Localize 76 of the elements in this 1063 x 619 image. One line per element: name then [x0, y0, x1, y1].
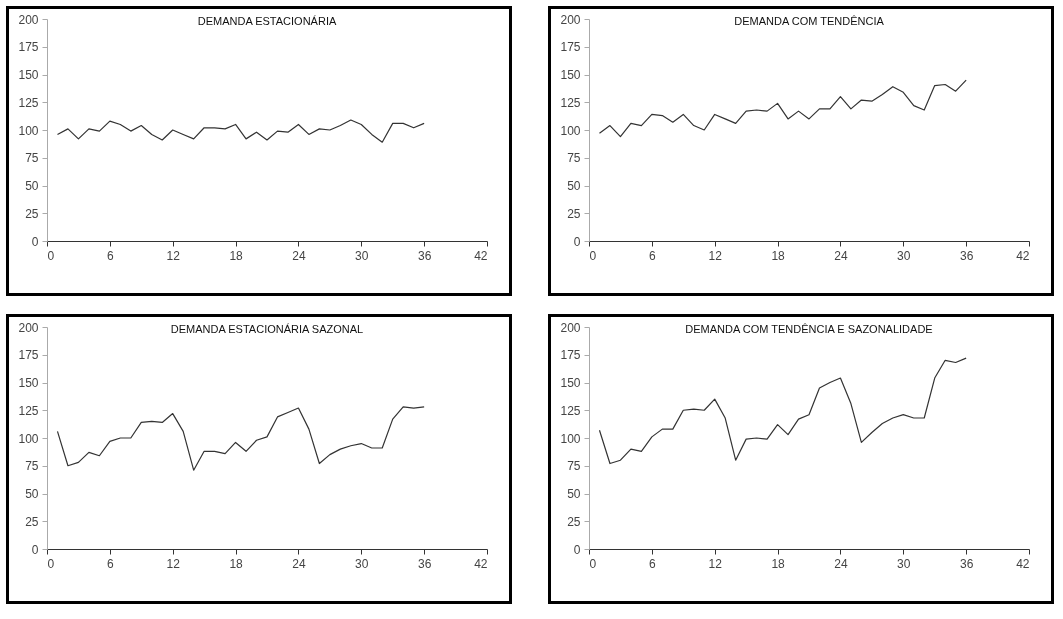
y-tick-label: 175 — [560, 348, 581, 363]
y-tick-label: 50 — [25, 487, 39, 501]
chart-title: DEMANDA COM TENDÊNCIA — [734, 15, 885, 27]
y-tick-label: 200 — [18, 320, 39, 335]
line-series — [598, 79, 967, 138]
y-tick-label: 125 — [18, 95, 39, 110]
x-tick-label: 0 — [589, 248, 597, 263]
y-tick-label: 150 — [560, 376, 581, 390]
x-tick-label: 18 — [771, 248, 786, 263]
y-tick-label: 150 — [18, 68, 39, 82]
x-tick-label: 12 — [166, 248, 181, 263]
x-tick-label: 0 — [589, 556, 597, 571]
chart-title: DEMANDA ESTACIONÁRIA — [197, 15, 337, 27]
line-series — [56, 406, 425, 471]
line-series — [56, 119, 425, 143]
y-tick-label: 75 — [567, 459, 581, 474]
y-tick-label: 150 — [560, 68, 581, 82]
y-tick-label: 0 — [31, 234, 39, 249]
chart-title: DEMANDA ESTACIONÁRIA SAZONAL — [170, 323, 364, 335]
y-tick-label: 125 — [560, 95, 581, 110]
y-tick-label: 25 — [25, 206, 39, 221]
x-tick-label: 36 — [417, 248, 432, 263]
y-tick-label: 175 — [18, 348, 39, 363]
x-tick-label: 0 — [47, 556, 55, 571]
y-tick-label: 200 — [18, 12, 39, 27]
y-tick-label: 200 — [560, 320, 581, 335]
y-tick-label: 175 — [560, 40, 581, 55]
y-tick-label: 50 — [567, 487, 581, 501]
x-tick-label: 18 — [229, 556, 244, 571]
x-tick-label: 6 — [107, 248, 115, 263]
x-tick-label: 30 — [897, 248, 911, 263]
x-tick-label: 12 — [166, 556, 181, 571]
y-tick-label: 175 — [18, 40, 39, 55]
y-tick-label: 25 — [25, 514, 39, 529]
chart-title: DEMANDA COM TENDÊNCIA E SAZONALIDADE — [685, 323, 933, 335]
y-tick-label: 25 — [567, 206, 581, 221]
y-tick-label: 200 — [560, 12, 581, 27]
x-tick-label: 6 — [649, 248, 657, 263]
x-tick-label: 30 — [355, 556, 369, 571]
y-tick-label: 0 — [573, 542, 581, 557]
y-tick-label: 50 — [567, 179, 581, 193]
y-tick-label: 100 — [18, 431, 39, 446]
x-tick-label: 42 — [474, 556, 488, 571]
y-tick-label: 0 — [31, 542, 39, 557]
x-tick-label: 24 — [834, 556, 848, 571]
y-tick-label: 125 — [560, 403, 581, 418]
y-tick-label: 150 — [18, 376, 39, 390]
x-tick-label: 24 — [292, 556, 306, 571]
y-tick-label: 0 — [573, 234, 581, 249]
y-tick-label: 125 — [18, 403, 39, 418]
x-tick-label: 42 — [1016, 248, 1030, 263]
x-tick-label: 6 — [107, 556, 115, 571]
x-tick-label: 36 — [959, 248, 974, 263]
x-tick-label: 30 — [355, 248, 369, 263]
y-tick-label: 25 — [567, 514, 581, 529]
y-tick-label: 100 — [560, 123, 581, 138]
x-tick-label: 0 — [47, 248, 55, 263]
y-tick-label: 75 — [567, 151, 581, 166]
y-tick-label: 75 — [25, 459, 39, 474]
x-tick-label: 36 — [417, 556, 432, 571]
x-tick-label: 18 — [229, 248, 244, 263]
y-tick-label: 75 — [25, 151, 39, 166]
x-tick-label: 42 — [1016, 556, 1030, 571]
line-series — [598, 357, 967, 465]
x-tick-label: 42 — [474, 248, 488, 263]
x-tick-label: 12 — [708, 248, 723, 263]
x-tick-label: 24 — [834, 248, 848, 263]
y-tick-label: 100 — [18, 123, 39, 138]
x-tick-label: 18 — [771, 556, 786, 571]
x-tick-label: 30 — [897, 556, 911, 571]
x-tick-label: 12 — [708, 556, 723, 571]
y-tick-label: 50 — [25, 179, 39, 193]
x-tick-label: 6 — [649, 556, 657, 571]
x-tick-label: 36 — [959, 556, 974, 571]
x-tick-label: 24 — [292, 248, 306, 263]
y-tick-label: 100 — [560, 431, 581, 446]
